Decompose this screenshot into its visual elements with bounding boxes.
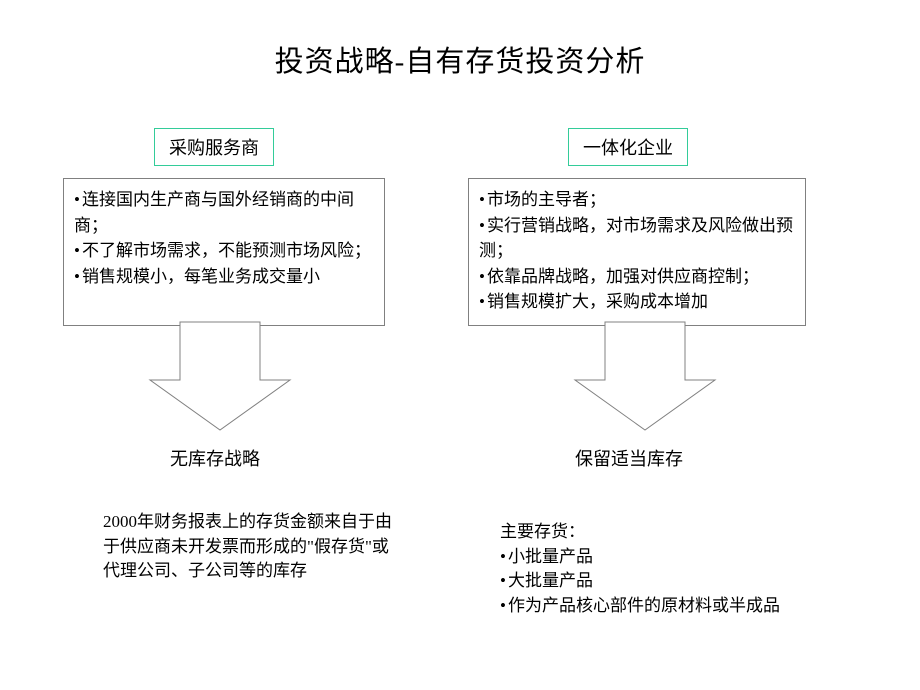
right-label-box: 一体化企业 [568, 128, 688, 166]
page-title: 投资战略-自有存货投资分析 [0, 38, 920, 80]
right-bullet-list: 市场的主导者； 实行营销战略，对市场需求及风险做出预测； 依靠品牌战略，加强对供… [479, 187, 795, 315]
right-result-text: 保留适当库存 [575, 445, 683, 471]
right-inventory-block: 主要存货： 小批量产品 大批量产品 作为产品核心部件的原材料或半成品 [500, 520, 900, 619]
list-item: 销售规模小，每笔业务成交量小 [74, 264, 374, 290]
left-content-box: 连接国内生产商与国外经销商的中间商； 不了解市场需求，不能预测市场风险； 销售规… [63, 178, 385, 326]
list-item: 不了解市场需求，不能预测市场风险； [74, 238, 374, 264]
list-item: 大批量产品 [500, 569, 900, 594]
left-note-text: 2000年财务报表上的存货金额来自于由于供应商未开发票而形成的"假存货"或代理公… [103, 510, 403, 584]
right-content-box: 市场的主导者； 实行营销战略，对市场需求及风险做出预测； 依靠品牌战略，加强对供… [468, 178, 806, 326]
list-item: 小批量产品 [500, 545, 900, 570]
inventory-title: 主要存货： [500, 520, 900, 545]
list-item: 实行营销战略，对市场需求及风险做出预测； [479, 213, 795, 264]
left-result-text: 无库存战略 [170, 445, 260, 471]
list-item: 市场的主导者； [479, 187, 795, 213]
left-bullet-list: 连接国内生产商与国外经销商的中间商； 不了解市场需求，不能预测市场风险； 销售规… [74, 187, 374, 289]
down-arrow-right [545, 310, 745, 440]
inventory-list: 小批量产品 大批量产品 作为产品核心部件的原材料或半成品 [500, 545, 900, 619]
left-label-box: 采购服务商 [154, 128, 274, 166]
list-item: 依靠品牌战略，加强对供应商控制； [479, 264, 795, 290]
list-item: 连接国内生产商与国外经销商的中间商； [74, 187, 374, 238]
list-item: 作为产品核心部件的原材料或半成品 [500, 594, 900, 619]
down-arrow-left [120, 310, 320, 440]
